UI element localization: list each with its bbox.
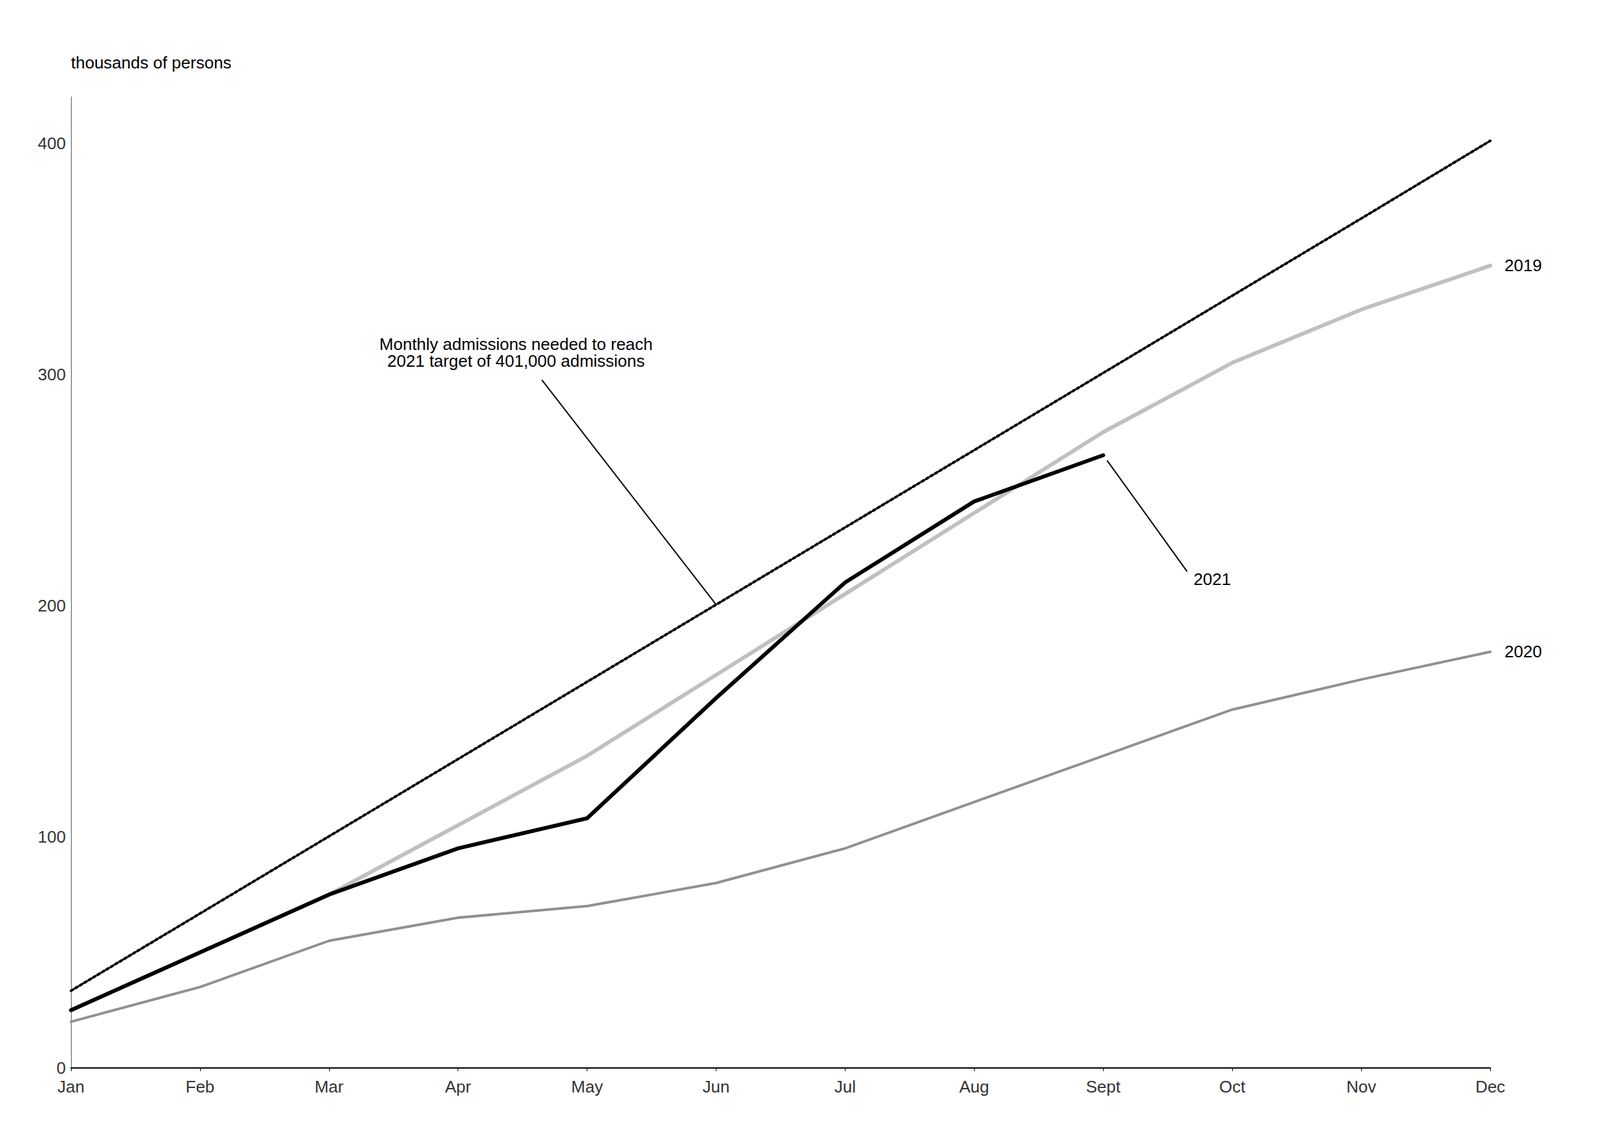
svg-text:Jun: Jun	[702, 1076, 730, 1096]
svg-text:Nov: Nov	[1346, 1076, 1377, 1096]
svg-text:Apr: Apr	[444, 1076, 472, 1096]
svg-text:2021 target of 401,000 admissi: 2021 target of 401,000 admissions	[387, 351, 645, 371]
svg-text:Dec: Dec	[1475, 1076, 1506, 1096]
svg-text:400: 400	[38, 133, 66, 153]
svg-text:Jan: Jan	[57, 1076, 85, 1096]
svg-text:Monthly admissions needed to r: Monthly admissions needed to reach	[379, 334, 653, 354]
svg-text:0: 0	[56, 1057, 66, 1078]
svg-text:2021: 2021	[1193, 569, 1231, 589]
svg-text:Sept: Sept	[1086, 1076, 1122, 1096]
svg-text:100: 100	[38, 826, 66, 847]
svg-text:2020: 2020	[1504, 641, 1542, 661]
svg-text:May: May	[571, 1076, 603, 1096]
svg-text:2019: 2019	[1504, 255, 1542, 275]
svg-text:300: 300	[38, 364, 66, 385]
svg-text:thousands of persons: thousands of persons	[70, 52, 232, 73]
svg-text:Aug: Aug	[959, 1076, 989, 1096]
svg-text:Jul: Jul	[834, 1076, 856, 1096]
svg-text:Oct: Oct	[1219, 1076, 1246, 1096]
svg-text:200: 200	[38, 595, 66, 616]
svg-text:Feb: Feb	[185, 1076, 215, 1096]
svg-text:Mar: Mar	[314, 1076, 344, 1096]
